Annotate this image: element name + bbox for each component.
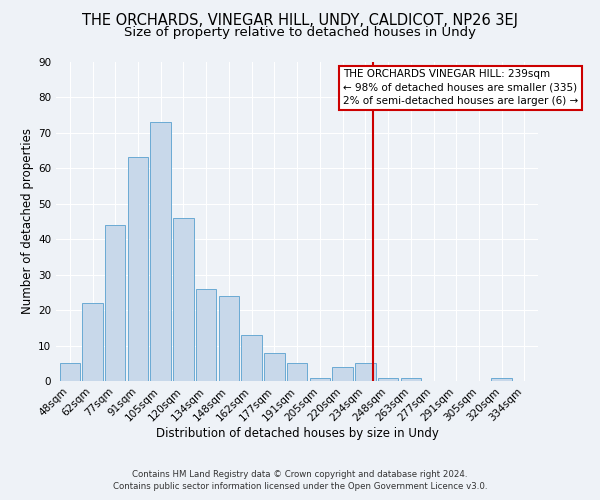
Bar — [264, 352, 284, 381]
Bar — [287, 364, 307, 381]
Text: Size of property relative to detached houses in Undy: Size of property relative to detached ho… — [124, 26, 476, 39]
Bar — [128, 158, 148, 381]
Bar — [310, 378, 330, 381]
Bar — [173, 218, 194, 381]
Bar — [332, 367, 353, 381]
Bar — [218, 296, 239, 381]
Bar — [241, 335, 262, 381]
Text: Contains HM Land Registry data © Crown copyright and database right 2024.
Contai: Contains HM Land Registry data © Crown c… — [113, 470, 487, 491]
X-axis label: Distribution of detached houses by size in Undy: Distribution of detached houses by size … — [155, 427, 439, 440]
Bar — [196, 289, 217, 381]
Text: THE ORCHARDS VINEGAR HILL: 239sqm
← 98% of detached houses are smaller (335)
2% : THE ORCHARDS VINEGAR HILL: 239sqm ← 98% … — [343, 70, 578, 106]
Bar — [82, 303, 103, 381]
Bar — [105, 225, 125, 381]
Bar — [491, 378, 512, 381]
Bar — [151, 122, 171, 381]
Bar — [378, 378, 398, 381]
Bar — [59, 364, 80, 381]
Bar — [355, 364, 376, 381]
Text: THE ORCHARDS, VINEGAR HILL, UNDY, CALDICOT, NP26 3EJ: THE ORCHARDS, VINEGAR HILL, UNDY, CALDIC… — [82, 12, 518, 28]
Y-axis label: Number of detached properties: Number of detached properties — [21, 128, 34, 314]
Bar — [401, 378, 421, 381]
